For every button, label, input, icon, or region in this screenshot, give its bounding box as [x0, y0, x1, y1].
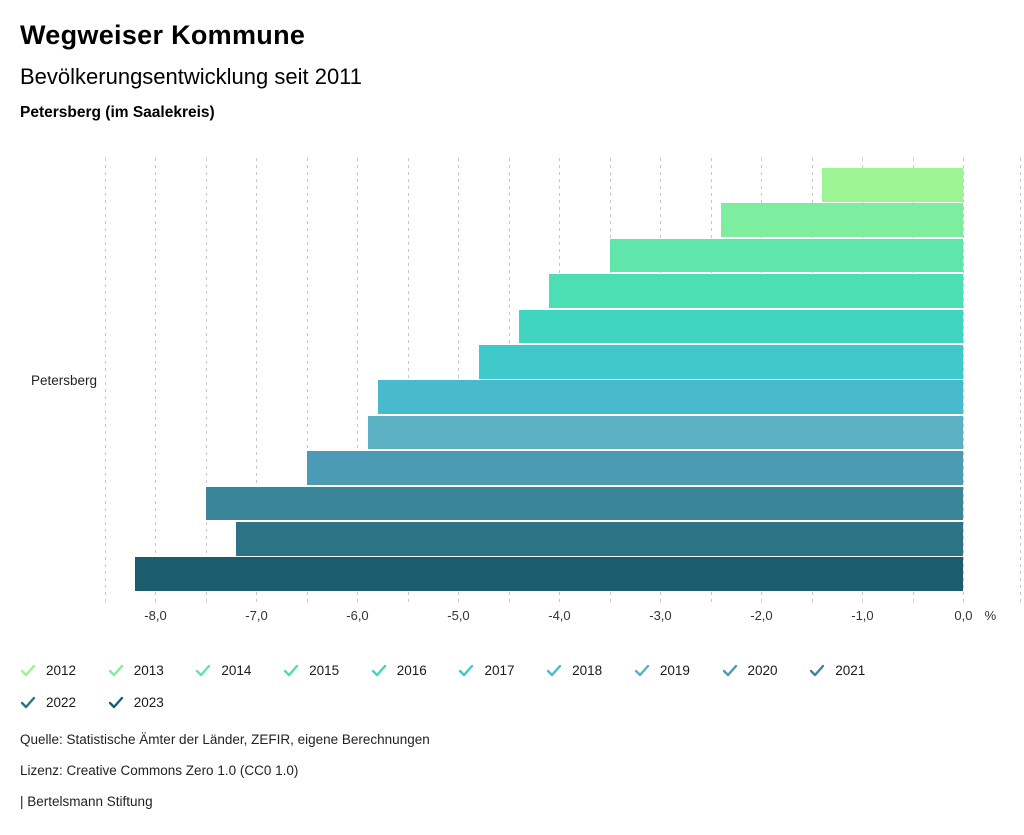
x-tick-label: 0,0 — [954, 608, 973, 623]
gridline — [105, 158, 106, 604]
legend-year-label: 2018 — [572, 662, 603, 678]
gridline — [256, 158, 258, 604]
legend-year-label: 2015 — [309, 662, 340, 678]
checkmark-icon — [196, 664, 211, 676]
x-tick-label: -2,0 — [750, 608, 773, 623]
bar-2023[interactable] — [135, 557, 964, 591]
legend-year-label: 2013 — [133, 662, 164, 678]
checkmark-icon — [459, 664, 474, 676]
legend-year-label: 2021 — [835, 662, 866, 678]
legend-toggle-2015[interactable]: 2015 — [283, 654, 371, 686]
gridline — [205, 158, 207, 604]
legend-toggle-2020[interactable]: 2020 — [722, 654, 810, 686]
legend-toggle-2017[interactable]: 2017 — [458, 654, 546, 686]
bar-2016[interactable] — [519, 309, 964, 344]
checkmark-icon — [809, 664, 825, 676]
bar-2017[interactable] — [478, 345, 964, 379]
legend-toggle-2023[interactable]: 2023 — [108, 686, 196, 718]
checkmark-icon — [546, 664, 562, 676]
legend-toggle-2019[interactable]: 2019 — [634, 654, 722, 686]
legend-toggle-2012[interactable]: 2012 — [20, 654, 108, 686]
checkmark-icon — [20, 664, 36, 676]
chart-legend: 2012 2013 2014 2015 2016 2017 2018 2019 2020 2021… — [20, 654, 960, 718]
region-subtitle: Petersberg (im Saalekreis) — [20, 104, 215, 121]
legend-toggle-2014[interactable]: 2014 — [195, 654, 283, 686]
checkmark-icon — [722, 664, 737, 676]
legend-year-label: 2020 — [747, 662, 778, 678]
x-tick-label: -8,0 — [144, 608, 167, 623]
legend-toggle-2022[interactable]: 2022 — [20, 686, 108, 718]
gridline — [306, 158, 308, 604]
checkmark-icon — [108, 664, 123, 676]
bar-2018[interactable] — [377, 380, 964, 414]
checkmark-icon — [371, 664, 386, 676]
legend-year-label: 2022 — [46, 694, 77, 710]
x-tick-label: -4,0 — [548, 608, 571, 623]
y-axis-category-label: Petersberg — [30, 373, 97, 388]
bar-2020[interactable] — [306, 451, 964, 485]
bar-2015[interactable] — [549, 274, 964, 308]
x-tick-label: -6,0 — [346, 608, 369, 623]
source-note: Quelle: Statistische Ämter der Länder, Z… — [20, 732, 430, 747]
legend-year-label: 2023 — [133, 694, 164, 710]
bar-2013[interactable] — [721, 203, 964, 237]
x-tick-label: -3,0 — [649, 608, 672, 623]
gridline — [155, 158, 157, 604]
checkmark-icon — [20, 696, 36, 708]
legend-toggle-2013[interactable]: 2013 — [108, 654, 196, 686]
legend-year-label: 2012 — [46, 662, 77, 678]
x-tick-label: -5,0 — [447, 608, 470, 623]
bar-2022[interactable] — [236, 522, 964, 556]
bar-2021[interactable] — [205, 486, 964, 521]
x-tick-label: -1,0 — [851, 608, 874, 623]
legend-toggle-2021[interactable]: 2021 — [809, 654, 897, 686]
attribution-note: | Bertelsmann Stiftung — [20, 794, 153, 809]
legend-toggle-2018[interactable]: 2018 — [546, 654, 634, 686]
gridline — [963, 158, 965, 604]
axis-unit-label: % — [984, 608, 997, 623]
legend-year-label: 2014 — [221, 662, 252, 678]
x-tick-label: -7,0 — [245, 608, 268, 623]
legend-year-label: 2016 — [396, 662, 427, 678]
gridline — [1020, 158, 1021, 604]
legend-year-label: 2017 — [484, 662, 515, 678]
checkmark-icon — [634, 664, 650, 676]
bar-2014[interactable] — [609, 238, 964, 273]
bar-2019[interactable] — [367, 415, 964, 450]
app-title: Wegweiser Kommune — [20, 20, 306, 50]
legend-toggle-2016[interactable]: 2016 — [371, 654, 459, 686]
plot-area — [105, 158, 1021, 604]
chart-title: Bevölkerungsentwicklung seit 2011 — [20, 64, 363, 89]
license-note: Lizenz: Creative Commons Zero 1.0 (CC0 1… — [20, 763, 299, 778]
x-axis: -8,0 -7,0 -6,0 -5,0 -4,0 -3,0 -2,0 -1,0 0,0% — [105, 608, 1021, 626]
bar-2012[interactable] — [822, 168, 964, 202]
checkmark-icon — [283, 664, 299, 676]
gridline — [357, 158, 359, 604]
legend-year-label: 2019 — [659, 662, 690, 678]
checkmark-icon — [108, 696, 123, 708]
